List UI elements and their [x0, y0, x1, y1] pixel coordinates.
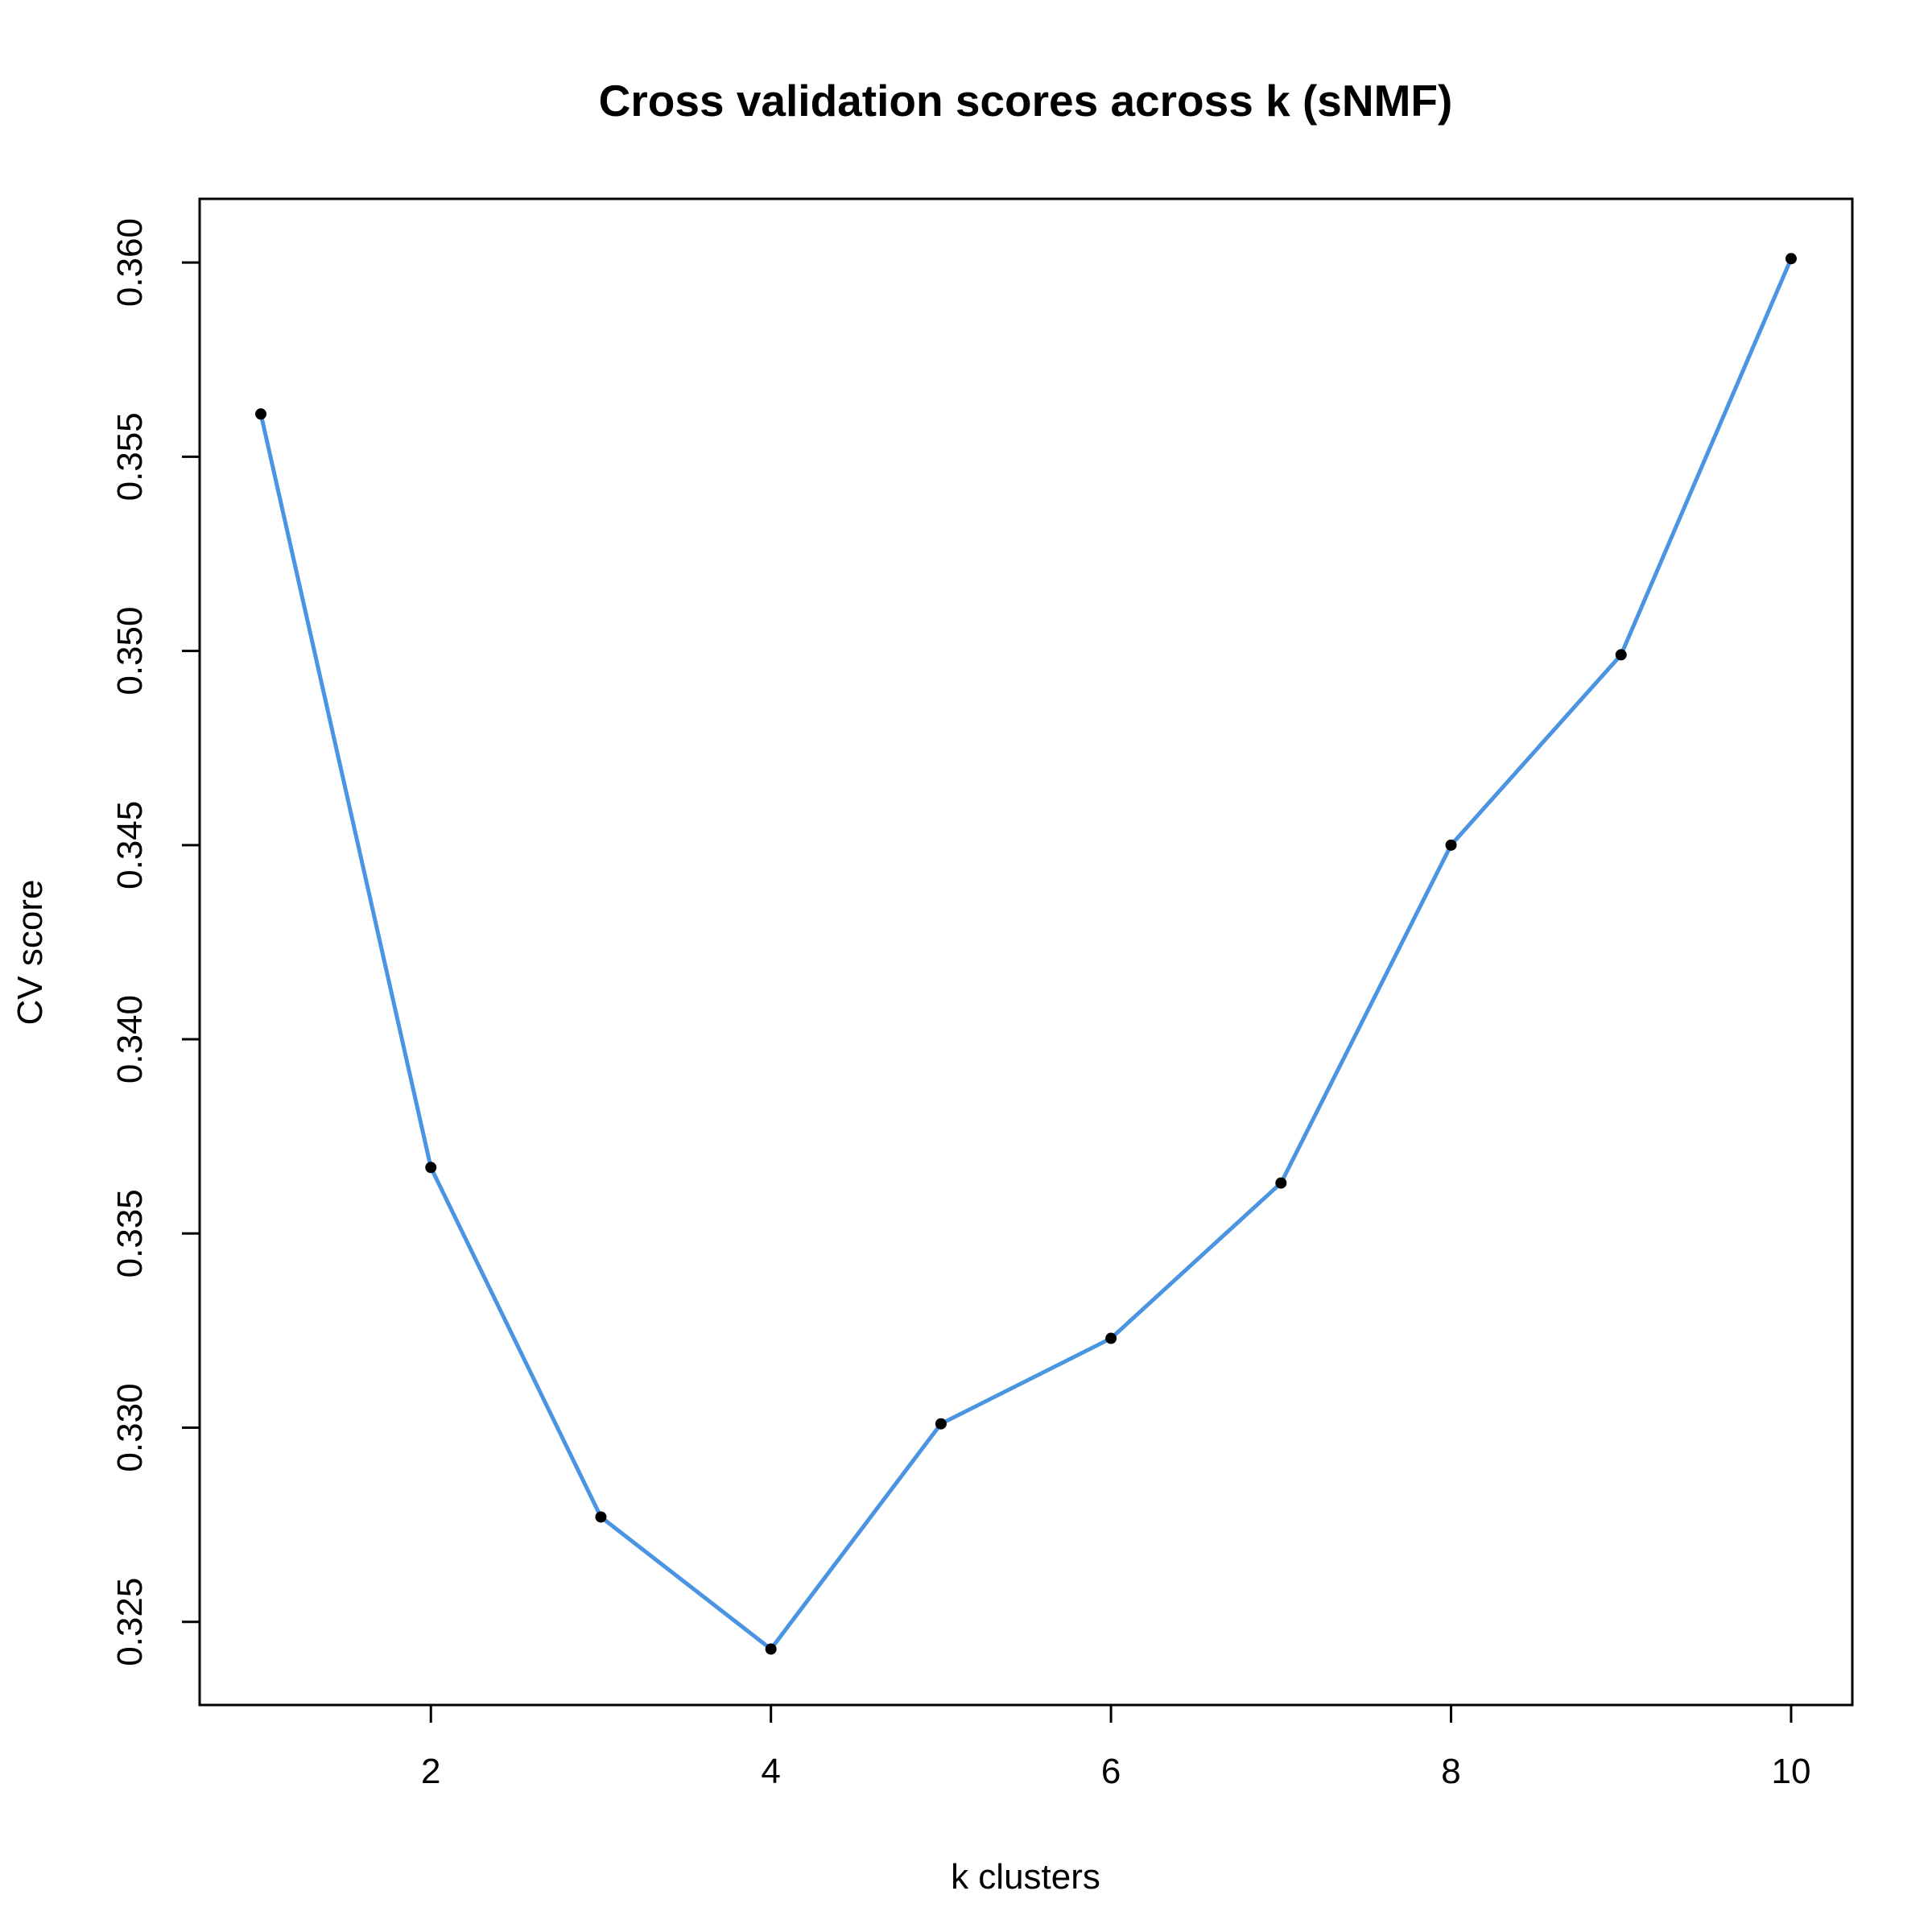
chart-title: Cross validation scores across k (sNMF)	[599, 76, 1453, 126]
y-tick-label: 0.330	[110, 1383, 150, 1472]
y-tick-label: 0.350	[110, 607, 150, 696]
data-point	[595, 1511, 607, 1523]
y-tick-label: 0.335	[110, 1189, 150, 1278]
y-axis: 0.325 0.330 0.335 0.340 0.345 0.350 0.355 0.360	[110, 218, 200, 1666]
x-axis-label: k clusters	[951, 1857, 1100, 1897]
data-point	[1275, 1177, 1287, 1189]
data-point	[1785, 253, 1797, 265]
data-point	[935, 1418, 947, 1430]
y-tick-label: 0.325	[110, 1578, 150, 1666]
data-point	[1615, 649, 1627, 661]
data-point	[1445, 839, 1457, 851]
y-tick-label: 0.345	[110, 801, 150, 890]
data-point	[425, 1162, 437, 1174]
plot-frame	[198, 197, 1854, 1707]
y-axis-label: CV score	[10, 880, 50, 1026]
points-layer	[255, 253, 1797, 1655]
x-tick-label: 2	[421, 1752, 440, 1791]
data-point	[255, 408, 267, 420]
x-tick-label: 10	[1771, 1752, 1810, 1791]
y-tick-label: 0.360	[110, 218, 150, 307]
x-axis: 2 4 6 8 10	[421, 1705, 1810, 1791]
x-tick-label: 8	[1441, 1752, 1460, 1791]
y-tick-label: 0.340	[110, 995, 150, 1084]
x-tick-label: 6	[1101, 1752, 1121, 1791]
y-tick-label: 0.355	[110, 412, 150, 501]
series-line	[258, 256, 1794, 1652]
data-point	[765, 1643, 777, 1655]
x-tick-label: 4	[761, 1752, 780, 1791]
series-layer	[258, 256, 1794, 1652]
data-point	[1105, 1332, 1117, 1344]
